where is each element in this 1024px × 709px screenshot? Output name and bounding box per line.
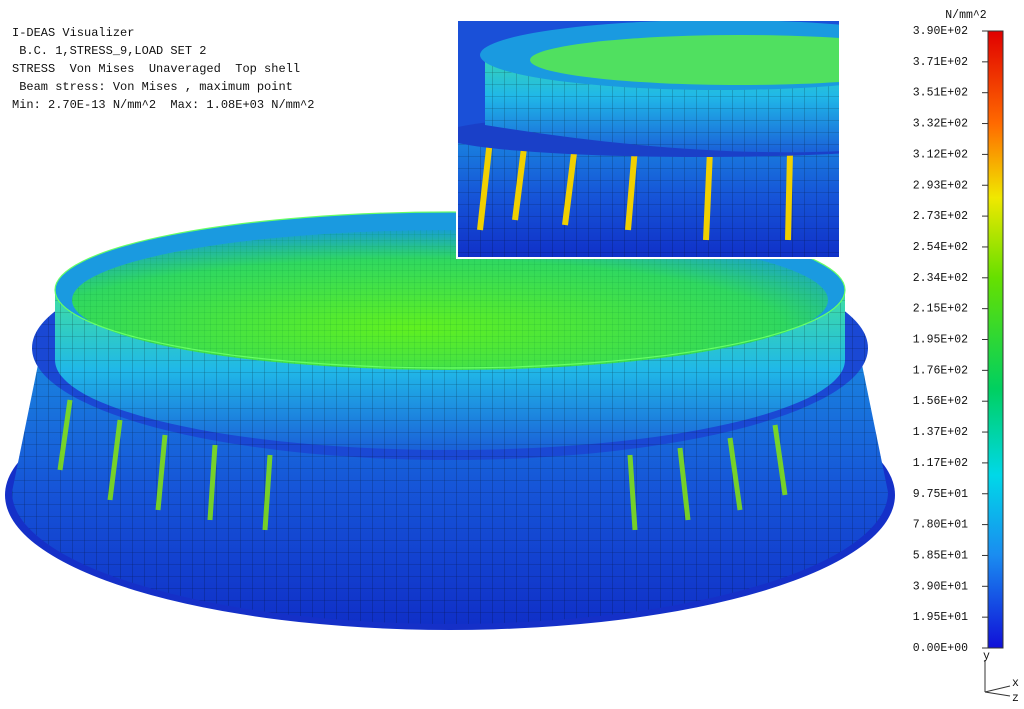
inset-view (457, 20, 840, 258)
header: I-DEAS Visualizer B.C. 1,STRESS_9,LOAD S… (12, 26, 314, 112)
inset-border (456, 19, 841, 259)
legend-label: 2.93E+02 (913, 179, 968, 192)
legend-label: 3.12E+02 (913, 148, 968, 161)
legend-label: 3.71E+02 (913, 56, 968, 69)
legend-label: 2.54E+02 (913, 241, 968, 254)
legend-label: 1.17E+02 (913, 457, 968, 470)
legend-label: 3.90E+01 (913, 580, 968, 593)
legend-label: 7.80E+01 (913, 519, 968, 532)
triad-label: y (983, 650, 990, 663)
legend-label: 1.56E+02 (913, 395, 968, 408)
legend-label: 2.73E+02 (913, 210, 968, 223)
legend-label: 3.90E+02 (913, 25, 968, 38)
legend-label: 5.85E+01 (913, 549, 968, 562)
model (5, 211, 895, 630)
header-line: I-DEAS Visualizer (12, 26, 134, 40)
legend-label: 2.15E+02 (913, 303, 968, 316)
header-line: Min: 2.70E-13 N/mm^2 Max: 1.08E+03 N/mm^… (12, 98, 314, 112)
legend-label: 1.37E+02 (913, 426, 968, 439)
axis-triad: y x z (983, 650, 1019, 705)
legend-label: 2.34E+02 (913, 272, 968, 285)
legend-label: 3.32E+02 (913, 118, 968, 131)
triad-label: z (1012, 692, 1019, 705)
color-bar (987, 30, 1004, 649)
header-line: B.C. 1,STRESS_9,LOAD SET 2 (12, 44, 206, 58)
color-legend: N/mm^2 3.90E+02 3.71E+02 3.51E+02 3.32E+02 3… (913, 9, 1004, 655)
legend-label: 1.76E+02 (913, 364, 968, 377)
legend-unit: N/mm^2 (945, 9, 987, 22)
legend-label: 9.75E+01 (913, 488, 968, 501)
triad-label: x (1012, 677, 1019, 690)
legend-label: 1.95E+02 (913, 334, 968, 347)
legend-label: 3.51E+02 (913, 87, 968, 100)
header-line: STRESS Von Mises Unaveraged Top shell (12, 62, 300, 76)
legend-label: 0.00E+00 (913, 642, 968, 655)
header-line: Beam stress: Von Mises , maximum point (12, 80, 293, 94)
legend-label: 1.95E+01 (913, 611, 968, 624)
